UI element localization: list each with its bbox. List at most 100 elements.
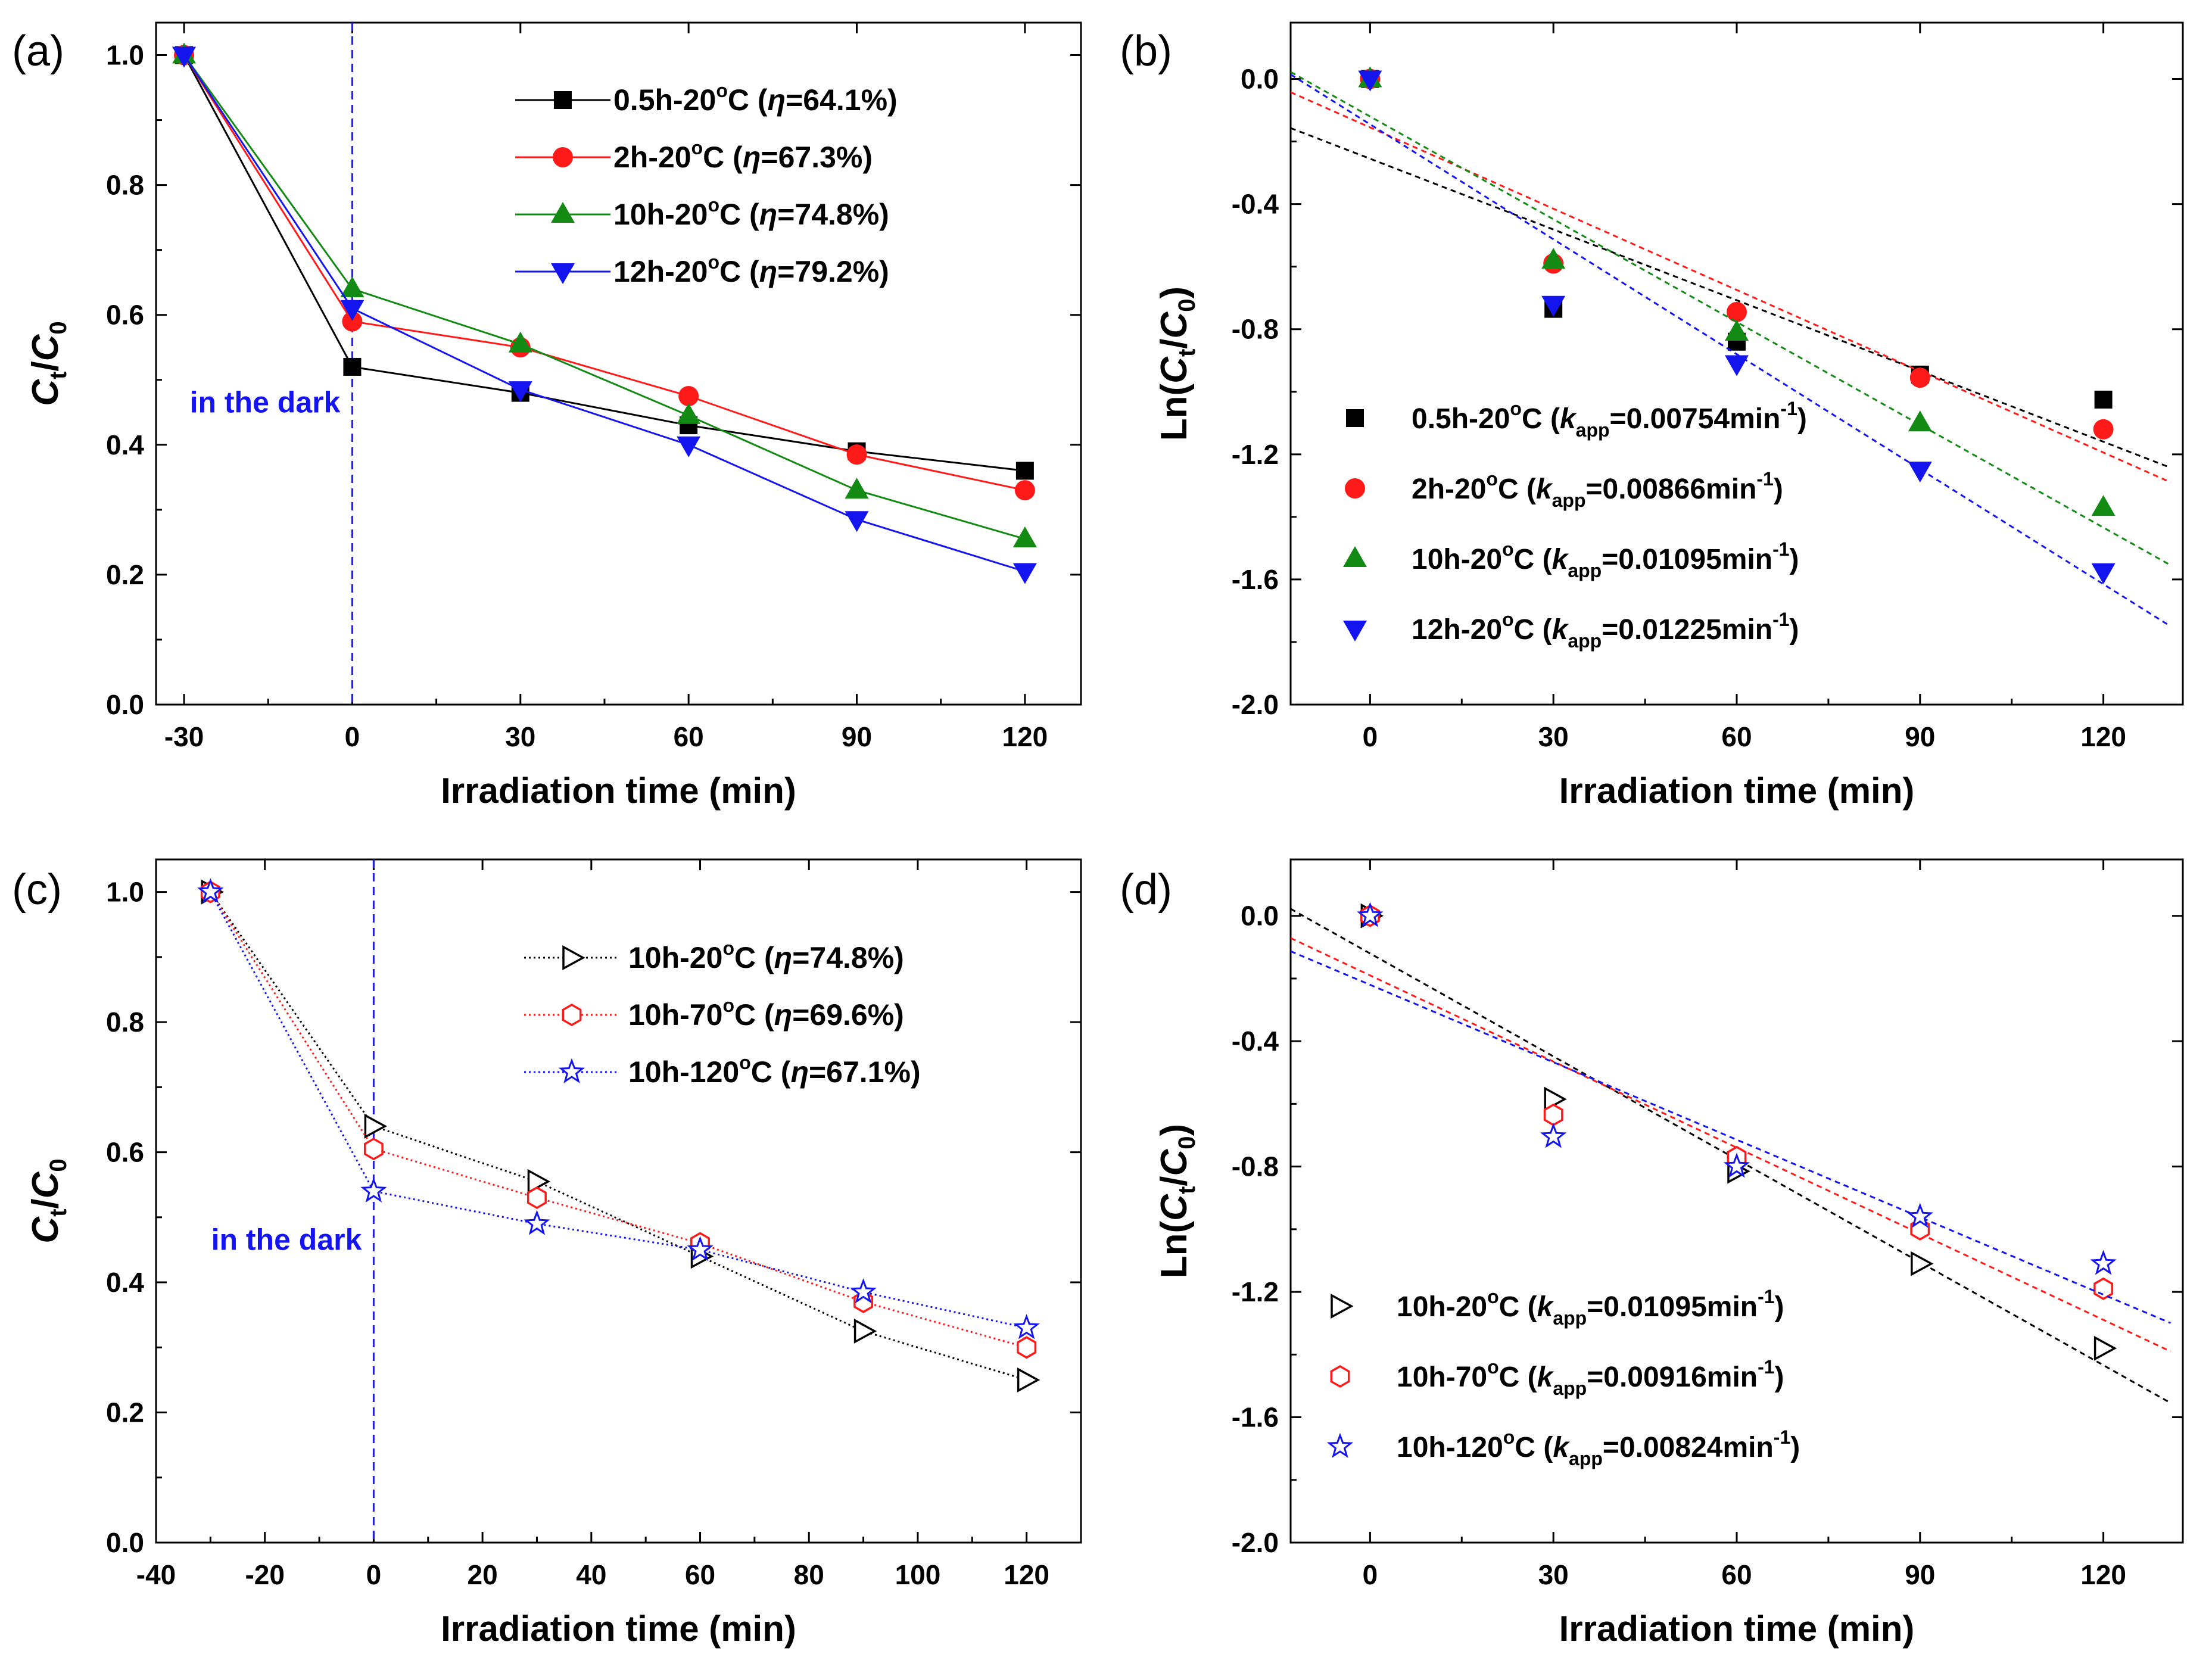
y-tick-label: -1.2 [1232,1276,1279,1307]
legend-marker [558,1058,585,1083]
y-tick-label: 0.4 [106,429,144,460]
x-tick-label: 0 [366,1559,382,1590]
series-b-3 [1291,70,2172,627]
series-line [183,54,1026,491]
y-axis-title: Ct/C0 [25,321,71,406]
legend-label: 2h-20oC (kapp=0.00866min-1) [1412,468,1783,511]
data-point [845,511,869,532]
y-tick-label: 0.0 [1241,901,1279,932]
y-tick-label: -0.4 [1232,1026,1279,1057]
data-point [508,381,532,403]
data-point [2091,495,2116,516]
y-tick-label: -0.4 [1232,189,1279,220]
legend-marker [1326,1432,1354,1458]
legend: 0.5h-20oC (kapp=0.00754min-1) 2h-20oC (ka… [1343,398,1807,652]
fit-line [1291,127,2172,469]
data-point [677,436,701,457]
series-a-3 [172,46,1037,584]
y-tick-label: 0.6 [106,1137,144,1168]
data-point [850,1278,877,1304]
legend-label: 10h-20oC (kapp=0.01095min-1) [1397,1286,1784,1329]
fit-line [1291,71,2172,566]
data-point [527,1169,551,1194]
x-axis-title: Irradiation time (min) [1559,1609,1915,1649]
x-axis-title: Irradiation time (min) [441,771,796,811]
x-tick-label: 30 [1538,1559,1569,1590]
data-point [1906,1203,1933,1228]
series-line [210,891,1027,1348]
dark-annotation: in the dark [211,1223,362,1256]
y-tick-label: 0.0 [106,1527,144,1558]
panel-label: (c) [12,866,62,914]
series-c-0 [201,879,1040,1392]
y-tick-label: -0.8 [1232,1151,1279,1182]
y-tick-label: 0.6 [106,300,144,331]
panel-c: -40 -20 0 20 40 60 80 100 120 0.0 0.2 0.4 0.6 0.8 1.0 I… [12,858,1082,1649]
legend: 10h-20oC (kapp=0.01095min-1) 10h-70oC (ka… [1326,1286,1800,1469]
legend-label: 10h-20oC (η=74.8%) [613,194,889,231]
x-tick-label: 0 [345,721,360,752]
fit-line [1291,908,2172,1404]
data-point [1357,902,1384,927]
data-point [677,403,701,424]
panel-label: (a) [12,27,64,75]
x-tick-label: 120 [1002,721,1048,752]
series-line [183,54,1026,572]
legend: 10h-20oC (η=74.8%) 10h-70oC (η=69.6%) 10h-… [524,937,921,1089]
y-tick-label: 1.0 [106,40,144,71]
data-point [2093,1277,2114,1300]
x-axis-title: Irradiation time (min) [1559,771,1915,811]
data-point [1358,70,1382,92]
legend-label: 12h-20oC (kapp=0.01225min-1) [1412,609,1799,652]
legend-marker [1345,478,1365,499]
x-tick-label: 60 [674,721,704,752]
dark-annotation: in the dark [190,385,341,419]
fit-line [1291,73,2172,627]
fit-line [1291,950,2172,1324]
y-tick-label: 0.8 [106,170,144,201]
data-point [1725,355,1749,376]
legend-label: 0.5h-20oC (kapp=0.00754min-1) [1412,398,1807,441]
series-d-1 [1291,904,2172,1353]
x-tick-label: 30 [505,721,535,752]
x-tick-label: 40 [576,1559,606,1590]
legend-marker [1330,1365,1350,1388]
legend-label: 10h-120oC (kapp=0.00824min-1) [1397,1426,1800,1469]
data-point [1541,295,1566,317]
data-point [524,1210,550,1235]
data-point [197,878,224,904]
data-point [1909,367,1930,388]
panel-d: 0 30 60 90 120 -2.0 -1.6 -1.2 -0.8 -0.4 0.0 Irradia… [1120,858,2184,1649]
plot-frame [155,21,1082,706]
x-tick-label: -30 [164,721,204,752]
legend-marker [562,1003,582,1027]
data-point [2090,1250,2117,1275]
x-tick-label: 0 [1363,1559,1378,1590]
data-point [1541,248,1566,269]
y-axis-title: Ln(Ct/C0) [1154,1124,1200,1278]
legend-marker [562,945,585,970]
x-tick-label: 20 [468,1559,498,1590]
panel-label: (d) [1120,866,1172,914]
series-a-2 [172,42,1037,547]
y-axis-title: Ct/C0 [25,1158,71,1243]
legend-label: 10h-20oC (η=74.8%) [628,937,904,974]
series-a-1 [174,45,1035,501]
fit-line [1291,937,2172,1353]
data-point [172,46,197,68]
legend-marker [1331,1294,1354,1319]
x-tick-label: -40 [136,1559,176,1590]
data-point [846,444,867,465]
data-point [363,1138,384,1161]
data-point [678,386,699,407]
x-tick-label: 60 [685,1559,715,1590]
data-point [1012,526,1037,547]
data-point [1543,1103,1563,1126]
legend-label: 12h-20oC (η=79.2%) [613,251,889,288]
legend-label: 2h-20oC (η=67.3%) [613,137,873,174]
y-tick-label: -1.6 [1232,564,1279,595]
data-point [2093,1335,2117,1361]
x-tick-label: 90 [1905,1559,1935,1590]
data-point [508,331,532,353]
data-point [1017,1367,1040,1392]
